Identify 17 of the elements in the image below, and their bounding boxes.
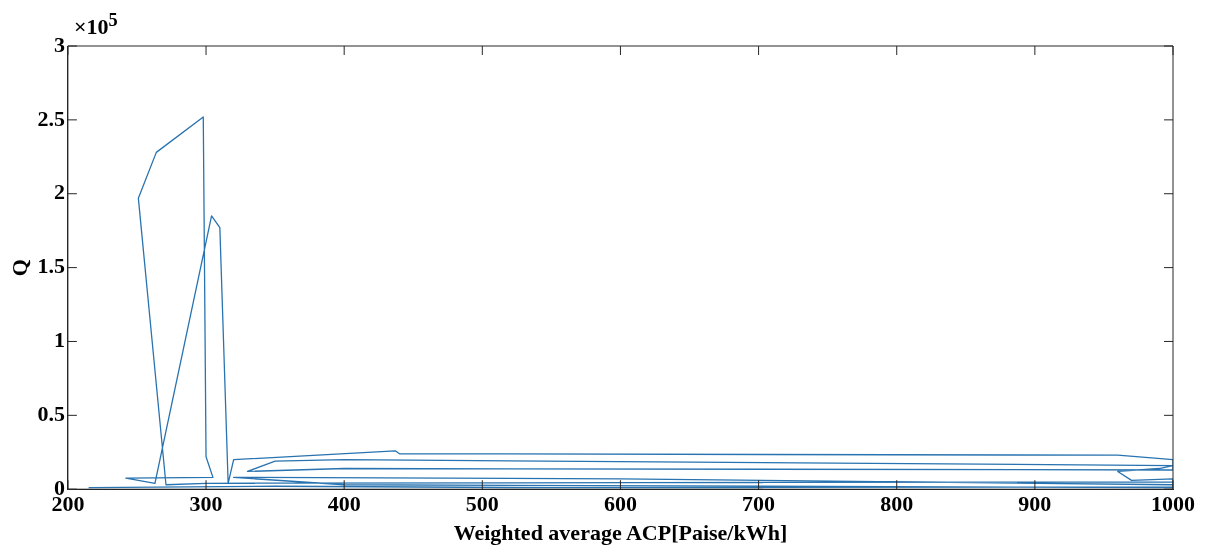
y-tick-label: 2.5 xyxy=(37,105,65,131)
y-tick-label: 0.5 xyxy=(37,401,65,427)
y-tick-label: 1 xyxy=(53,327,65,353)
x-tick-label: 1000 xyxy=(1151,491,1195,517)
y-tick-label: 2 xyxy=(53,179,65,205)
x-tick-label: 400 xyxy=(327,491,361,517)
y-tick-label: 3 xyxy=(53,31,65,57)
y-axis-title: Q xyxy=(6,259,32,277)
x-tick-label: 300 xyxy=(189,491,223,517)
x-tick-label: 700 xyxy=(742,491,776,517)
x-tick-label: 900 xyxy=(1018,491,1052,517)
y-tick-label: 1.5 xyxy=(37,253,65,279)
x-tick-label: 500 xyxy=(465,491,499,517)
x-axis-title: Weighted average ACP[Paise/kWh] xyxy=(453,520,788,546)
x-tick-label: 600 xyxy=(603,491,637,517)
text: ×10$^{5}$ xyxy=(74,10,118,41)
x-tick-label: 800 xyxy=(880,491,914,517)
